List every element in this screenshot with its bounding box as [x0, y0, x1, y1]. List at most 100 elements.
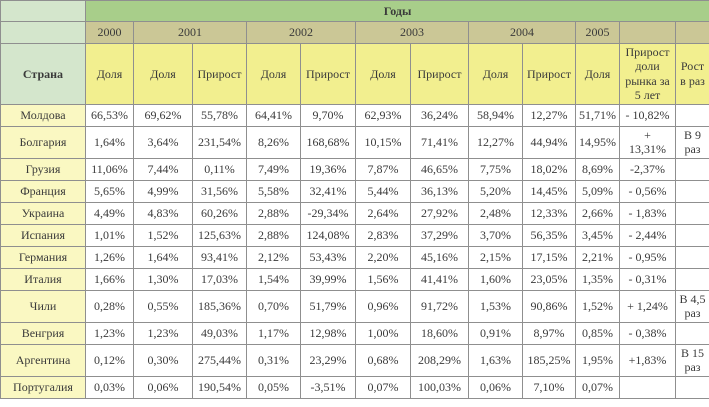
country-cell: Чили [0, 289, 86, 323]
year-header-2001: 2001 [133, 21, 247, 44]
value-cell: 23,29% [300, 343, 356, 377]
value-cell: -29,34% [300, 201, 356, 225]
table-row-Грузия: Грузия 11,06% 7,44% 0,11% 7,49% 19,36% 7,87% 46… [0, 157, 709, 181]
value-cell: 31,56% [192, 179, 247, 203]
value-cell: + 13,31% [619, 125, 676, 159]
value-cell: 1,23% [85, 321, 134, 345]
value-cell: 5,65% [85, 179, 134, 203]
year-header-row: 2000 2001 2002 2003 2004 2005 [0, 21, 709, 44]
value-cell: 185,25% [522, 343, 576, 377]
value-cell: 7,10% [522, 375, 576, 399]
value-cell: 0,05% [246, 375, 301, 399]
value-cell: 168,68% [300, 125, 356, 159]
blank-year-cell [619, 21, 676, 44]
value-cell: 0,11% [192, 157, 247, 181]
table-row-Португалия: Португалия 0,03% 0,06% 190,54% 0,05% -3,51% 0,… [0, 375, 709, 399]
header-5yr-share-growth: Прирост доли рынка за 5 лет [619, 43, 676, 105]
country-cell: Грузия [0, 157, 86, 181]
value-cell: 1,52% [133, 223, 193, 247]
value-cell: 2,15% [468, 245, 523, 269]
value-cell: 0,03% [85, 375, 134, 399]
value-cell: 0,28% [85, 289, 134, 323]
value-cell: 46,65% [410, 157, 469, 181]
country-cell: Германия [0, 245, 86, 269]
value-cell: 56,35% [522, 223, 576, 247]
value-cell: 2,66% [575, 201, 620, 225]
value-cell: 8,26% [246, 125, 301, 159]
value-cell [674, 201, 709, 225]
value-cell: 4,49% [85, 201, 134, 225]
value-cell [674, 245, 709, 269]
value-cell: 36,24% [410, 103, 469, 127]
subheader-9: Доля [575, 43, 620, 105]
value-cell: 2,64% [355, 201, 411, 225]
value-cell: 0,06% [133, 375, 193, 399]
value-cell: - 0,56% [619, 179, 676, 203]
value-cell: 12,98% [300, 321, 356, 345]
value-cell: 231,54% [192, 125, 247, 159]
value-cell: 3,64% [133, 125, 193, 159]
value-cell [674, 321, 709, 345]
value-cell: 32,41% [300, 179, 356, 203]
value-cell: 51,71% [575, 103, 620, 127]
value-cell: В 15 раз [674, 343, 709, 377]
value-cell: 49,03% [192, 321, 247, 345]
value-cell: 1,26% [85, 245, 134, 269]
value-cell: + 1,24% [619, 289, 676, 323]
value-cell: 124,08% [300, 223, 356, 247]
value-cell [674, 179, 709, 203]
value-cell: 3,45% [575, 223, 620, 247]
country-cell: Венгрия [0, 321, 86, 345]
value-cell: 51,79% [300, 289, 356, 323]
value-cell: 2,88% [246, 223, 301, 247]
value-cell: В 9 раз [674, 125, 709, 159]
value-cell: 37,29% [410, 223, 469, 247]
value-cell: 44,94% [522, 125, 576, 159]
value-cell: - 0,38% [619, 321, 676, 345]
value-cell: 1,63% [468, 343, 523, 377]
value-cell [674, 157, 709, 181]
value-cell: 8,69% [575, 157, 620, 181]
table-row-Германия: Германия 1,26% 1,64% 93,41% 2,12% 53,43% 2,20%… [0, 245, 709, 269]
value-cell [674, 223, 709, 247]
value-cell: 66,53% [85, 103, 134, 127]
country-column-header: Страна [0, 43, 86, 105]
value-cell: - 10,82% [619, 103, 676, 127]
value-cell: 10,15% [355, 125, 411, 159]
value-cell [674, 267, 709, 291]
value-cell: 41,41% [410, 267, 469, 291]
value-cell: 2,21% [575, 245, 620, 269]
value-cell: 7,75% [468, 157, 523, 181]
value-cell: 5,44% [355, 179, 411, 203]
value-cell: 7,87% [355, 157, 411, 181]
value-cell [674, 103, 709, 127]
value-cell: 0,31% [246, 343, 301, 377]
value-cell: 0,68% [355, 343, 411, 377]
value-cell: 11,06% [85, 157, 134, 181]
value-cell: 8,97% [522, 321, 576, 345]
value-cell: 17,15% [522, 245, 576, 269]
table-row-Аргентина: Аргентина 0,12% 0,30% 275,44% 0,31% 23,29% 0,6… [0, 343, 709, 377]
year-header-2000: 2000 [85, 21, 134, 44]
value-cell: 5,58% [246, 179, 301, 203]
value-cell [619, 375, 676, 399]
value-cell: 1,56% [355, 267, 411, 291]
table-body: Молдова 66,53% 69,62% 55,78% 64,41% 9,70% 62,9… [0, 103, 709, 399]
value-cell: 55,78% [192, 103, 247, 127]
value-cell: 71,41% [410, 125, 469, 159]
value-cell: 7,49% [246, 157, 301, 181]
year-header-2002: 2002 [246, 21, 356, 44]
subheader-0: Доля [85, 43, 134, 105]
value-cell [674, 375, 709, 399]
blank-year-cell [674, 21, 709, 44]
value-cell: 14,95% [575, 125, 620, 159]
corner-cell-top [0, 0, 86, 22]
value-cell: 5,20% [468, 179, 523, 203]
value-cell: 1,66% [85, 267, 134, 291]
header-growth-times: Рост в раз [674, 43, 709, 105]
value-cell: 1,35% [575, 267, 620, 291]
table-row-Молдова: Молдова 66,53% 69,62% 55,78% 64,41% 9,70% 62,9… [0, 103, 709, 127]
table-row-Болгария: Болгария 1,64% 3,64% 231,54% 8,26% 168,68% 10,… [0, 125, 709, 159]
value-cell: 14,45% [522, 179, 576, 203]
value-cell: 275,44% [192, 343, 247, 377]
